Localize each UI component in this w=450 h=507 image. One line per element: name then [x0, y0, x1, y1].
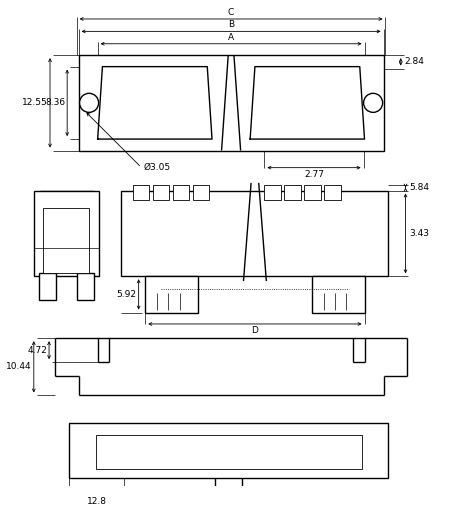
Bar	[40, 191, 93, 208]
Text: B: B	[228, 20, 234, 29]
Text: 12.55: 12.55	[22, 98, 48, 107]
Bar	[265, 185, 281, 200]
Text: 10.44: 10.44	[6, 363, 32, 371]
Bar	[76, 273, 94, 300]
Circle shape	[128, 83, 135, 90]
Bar	[312, 276, 364, 312]
Polygon shape	[98, 66, 212, 139]
Bar	[324, 185, 341, 200]
Circle shape	[364, 93, 382, 113]
Bar	[69, 423, 388, 479]
Bar	[145, 276, 198, 312]
Text: 5.84: 5.84	[410, 183, 429, 192]
Circle shape	[309, 83, 315, 90]
Circle shape	[309, 112, 315, 119]
Circle shape	[128, 112, 135, 119]
Text: C: C	[228, 8, 234, 17]
Bar	[39, 273, 56, 300]
Bar	[153, 185, 169, 200]
Circle shape	[152, 112, 158, 119]
Polygon shape	[250, 66, 364, 139]
Bar	[284, 185, 301, 200]
Text: A: A	[228, 33, 234, 42]
Circle shape	[285, 112, 292, 119]
Text: Ø3.05: Ø3.05	[144, 163, 171, 172]
Text: 2.84: 2.84	[405, 57, 424, 66]
Bar	[96, 434, 362, 469]
Circle shape	[152, 83, 158, 90]
Text: 2.77: 2.77	[304, 169, 324, 178]
Text: 3.43: 3.43	[410, 229, 429, 238]
Text: 12.8: 12.8	[87, 497, 107, 506]
Text: 5.92: 5.92	[117, 290, 137, 299]
Text: 8.36: 8.36	[45, 98, 65, 107]
Text: 4.72: 4.72	[27, 346, 47, 355]
Bar	[193, 185, 209, 200]
Text: D: D	[252, 326, 258, 335]
Bar	[34, 191, 99, 276]
Bar	[173, 185, 189, 200]
Bar	[122, 191, 388, 276]
Bar	[133, 185, 149, 200]
Bar	[38, 208, 95, 272]
Bar	[43, 208, 89, 273]
Bar	[79, 55, 383, 151]
Circle shape	[80, 93, 99, 113]
Bar	[305, 185, 321, 200]
Circle shape	[285, 83, 292, 90]
